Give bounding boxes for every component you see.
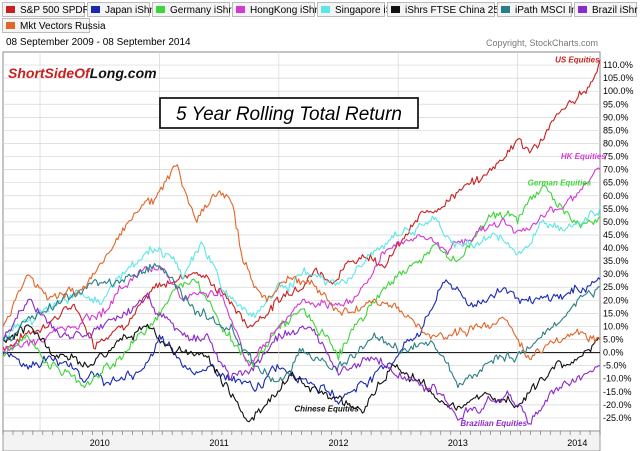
date-range: 08 September 2009 - 08 September 2014	[6, 37, 191, 48]
y-tick-label: -10.0%	[603, 374, 632, 384]
y-tick-label: 110.0%	[603, 60, 633, 70]
y-tick-label: -20.0%	[603, 400, 632, 410]
y-tick-label: 65.0%	[603, 178, 629, 188]
legend-swatch	[391, 6, 400, 13]
legend-label: Germany iShr	[170, 5, 232, 16]
legend-label: Singapore iShr	[335, 5, 402, 16]
legend-label: iShrs FTSE China 25	[405, 5, 499, 16]
legend-label: HongKong iShr	[250, 5, 318, 16]
y-tick-label: 75.0%	[603, 152, 629, 162]
x-tick-label: 2014	[567, 438, 587, 448]
legend-item: S&P 500 SPDRs	[2, 2, 95, 17]
chart-title: 5 Year Rolling Total Return	[176, 104, 402, 125]
y-tick-label: 0.0%	[603, 348, 624, 358]
series-line	[2, 167, 601, 367]
legend-label: S&P 500 SPDRs	[20, 5, 95, 16]
y-tick-label: 70.0%	[603, 165, 629, 175]
y-tick-label: 95.0%	[603, 99, 629, 109]
brand-logo: ShortSideOfLong.com	[8, 65, 157, 81]
series-line	[2, 292, 601, 425]
legend-label: iPath MSCI India	[515, 5, 591, 16]
series-line	[2, 59, 601, 351]
legend-swatch	[6, 6, 15, 13]
y-tick-label: 20.0%	[603, 295, 629, 305]
legend-item: iPath MSCI India	[497, 2, 590, 17]
legend-swatch	[236, 6, 245, 13]
y-tick-label: 105.0%	[603, 73, 634, 83]
legend-swatch	[91, 6, 100, 13]
legend-item: iShrs FTSE China 25	[387, 2, 499, 17]
legend-swatch	[501, 6, 510, 13]
legend-swatch	[156, 6, 165, 13]
legend-item: Japan iShr	[87, 2, 153, 17]
y-tick-label: -15.0%	[603, 387, 632, 397]
annotation-label: HK Equities	[561, 152, 606, 161]
y-tick-label: 80.0%	[603, 138, 629, 148]
y-tick-label: 25.0%	[603, 282, 629, 292]
x-tick-label: 2010	[90, 438, 110, 448]
annotation-label: Brazilian Equities	[460, 419, 527, 428]
y-tick-label: 30.0%	[603, 269, 629, 279]
annotation-label: Chinese Equities	[294, 404, 359, 413]
legend: S&P 500 SPDRs Japan iShr Germany iShr HongK…	[0, 0, 640, 36]
legend-item: HongKong iShr	[232, 2, 318, 17]
series-line	[2, 323, 601, 423]
copyright: Copyright, StockCharts.com	[485, 38, 598, 48]
series-line	[2, 164, 601, 361]
y-tick-label: 40.0%	[603, 243, 629, 253]
y-tick-label: 60.0%	[603, 191, 629, 201]
legend-swatch	[578, 6, 587, 13]
annotation-label: US Equities	[555, 55, 600, 64]
y-tick-label: 90.0%	[603, 112, 629, 122]
series-line	[2, 184, 601, 389]
legend-item: Brazil iShr	[574, 2, 638, 17]
y-tick-label: 55.0%	[603, 204, 629, 214]
annotation-label: German Equities	[528, 178, 592, 187]
legend-label: Japan iShr	[105, 5, 153, 16]
legend-item: Germany iShr	[152, 2, 232, 17]
legend-swatch	[6, 22, 15, 29]
title-box	[159, 97, 419, 129]
y-tick-label: 50.0%	[603, 217, 629, 227]
y-tick-label: 45.0%	[603, 230, 629, 240]
series-line	[2, 263, 601, 389]
legend-item: Singapore iShr	[317, 2, 401, 17]
legend-item: Mkt Vectors Russia	[2, 18, 106, 33]
legend-label: Mkt Vectors Russia	[20, 21, 106, 32]
x-tick-label: 2011	[209, 438, 228, 448]
series-line	[2, 206, 601, 343]
y-tick-label: -5.0%	[603, 361, 627, 371]
y-tick-label: 100.0%	[603, 86, 634, 96]
y-tick-label: 5.0%	[603, 335, 624, 345]
y-tick-label: 10.0%	[603, 321, 629, 331]
y-tick-label: -25.0%	[603, 413, 632, 423]
y-tick-label: 35.0%	[603, 256, 629, 266]
y-tick-label: 85.0%	[603, 125, 629, 135]
y-tick-label: 15.0%	[603, 308, 629, 318]
legend-swatch	[321, 6, 330, 13]
legend-label: Brazil iShr	[592, 5, 638, 16]
x-tick-label: 2013	[448, 438, 468, 448]
x-tick-label: 2012	[328, 438, 348, 448]
